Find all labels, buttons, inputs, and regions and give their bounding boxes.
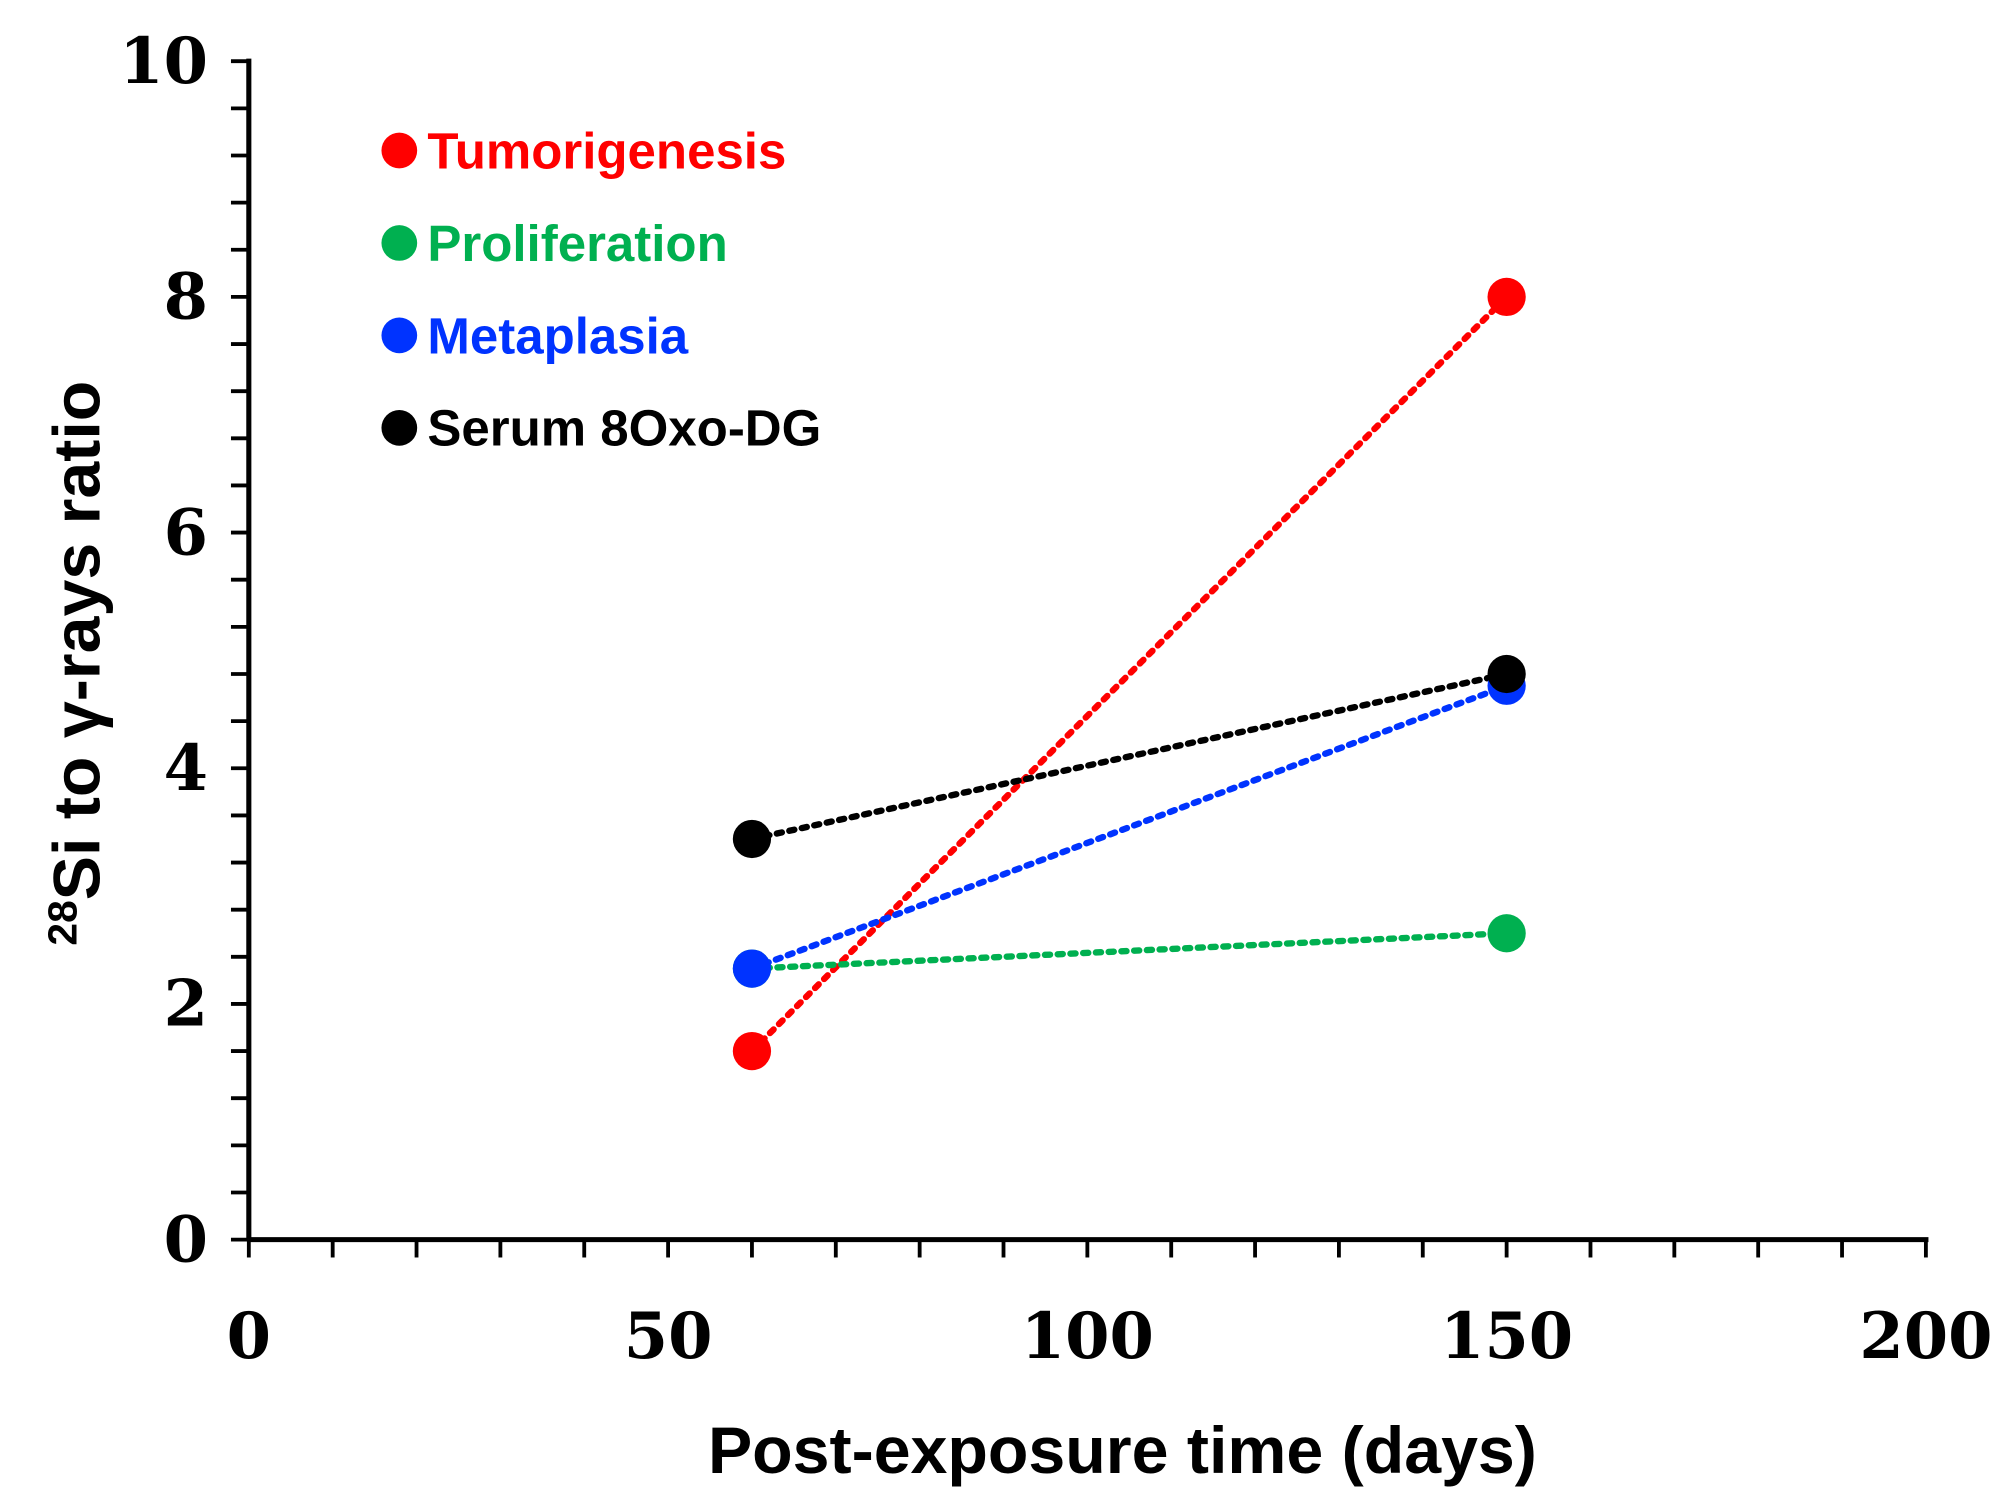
x-axis-label: Post-exposure time (days) bbox=[708, 1414, 1537, 1488]
point-serum-8oxo-dg bbox=[732, 819, 772, 859]
legend-marker-serum-8oxo-dg bbox=[381, 410, 418, 446]
series-points bbox=[732, 277, 1526, 1071]
y-tick-label: 6 bbox=[164, 495, 208, 570]
legend-marker-tumorigenesis bbox=[381, 132, 418, 169]
y-axis-label: 28Si to γ-rays ratio bbox=[40, 381, 115, 946]
point-serum-8oxo-dg bbox=[1487, 654, 1526, 694]
y-axis-label-superscript: 28 bbox=[40, 900, 86, 945]
legend: Tumorigenesis Proliferation Metaplasia Seru… bbox=[381, 122, 821, 457]
y-tick-label: 2 bbox=[164, 967, 208, 1042]
legend-marker-metaplasia bbox=[381, 317, 418, 354]
legend-marker-proliferation bbox=[381, 225, 418, 261]
y-tick-label: 8 bbox=[164, 260, 208, 335]
x-tick-label: 0 bbox=[227, 1299, 271, 1374]
line-serum-8oxo-dg bbox=[748, 670, 1510, 843]
x-tick-label: 150 bbox=[1440, 1299, 1573, 1374]
x-tick-label: 100 bbox=[1021, 1299, 1154, 1374]
y-tick-labels: 0 2 4 6 8 10 bbox=[119, 24, 208, 1277]
x-tick-label: 200 bbox=[1859, 1299, 1992, 1374]
legend-label-metaplasia: Metaplasia bbox=[427, 307, 688, 364]
legend-label-tumorigenesis: Tumorigenesis bbox=[427, 122, 786, 179]
point-metaplasia bbox=[732, 949, 772, 988]
point-tumorigenesis bbox=[1487, 277, 1526, 317]
line-proliferation bbox=[748, 930, 1510, 972]
x-tick-labels: 0 50 100 150 200 bbox=[227, 1299, 1993, 1374]
line-tumorigenesis bbox=[748, 293, 1510, 1055]
legend-label-proliferation: Proliferation bbox=[427, 215, 727, 272]
x-tick-label: 50 bbox=[624, 1299, 713, 1374]
y-tick-label: 10 bbox=[119, 24, 208, 99]
legend-label-serum-8oxo-dg: Serum 8Oxo-DG bbox=[427, 400, 821, 457]
y-tick-label: 4 bbox=[164, 731, 208, 806]
point-tumorigenesis bbox=[732, 1031, 772, 1071]
series-lines bbox=[748, 293, 1510, 1055]
line-metaplasia bbox=[748, 682, 1510, 972]
y-axis-label-text: Si to γ-rays ratio bbox=[41, 381, 115, 901]
point-proliferation bbox=[1487, 914, 1526, 953]
axes bbox=[230, 58, 1929, 1258]
y-tick-label: 0 bbox=[164, 1202, 208, 1277]
